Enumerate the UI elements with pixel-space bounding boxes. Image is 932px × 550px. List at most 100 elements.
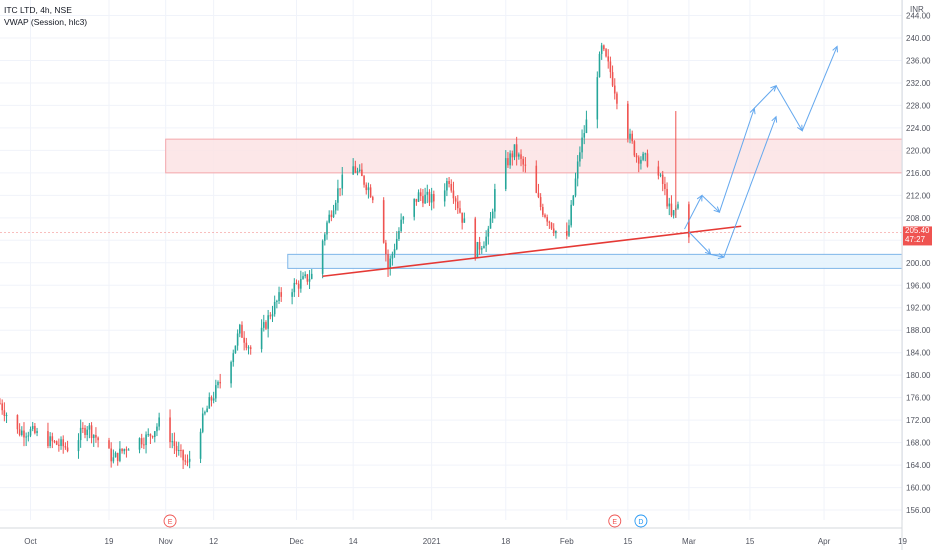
projection-arrow-segment — [701, 194, 720, 213]
candle-body — [326, 222, 328, 235]
x-tick-label: 15 — [745, 537, 754, 546]
candle-body — [66, 447, 69, 452]
earnings-event-label: E — [612, 519, 617, 526]
candle-body — [633, 141, 636, 156]
candle-body — [570, 204, 572, 226]
candle-body — [546, 217, 548, 222]
candle-body — [321, 240, 324, 274]
y-tick-label: 188.00 — [906, 326, 931, 335]
candle-body — [422, 196, 424, 204]
candle-body — [356, 171, 359, 173]
x-tick-label: Feb — [560, 537, 574, 546]
candle-body — [339, 188, 341, 190]
candle-body — [308, 278, 311, 282]
candle-body — [457, 201, 459, 209]
candle-body — [60, 439, 62, 446]
candle-body — [206, 408, 208, 413]
candle-body — [114, 452, 117, 458]
candle-body — [611, 72, 614, 86]
candle-body — [55, 441, 58, 445]
candle-body — [400, 219, 402, 231]
candle-body — [310, 273, 313, 279]
candle-body — [491, 211, 494, 219]
x-tick-label: 2021 — [423, 537, 441, 546]
candle-body — [369, 187, 372, 198]
candle-body — [29, 429, 32, 436]
candle-body — [79, 427, 82, 441]
candle-body — [480, 248, 483, 250]
candle-body — [395, 238, 398, 250]
candle-body — [241, 324, 243, 338]
candle-body — [398, 230, 400, 239]
candle-body — [509, 153, 511, 166]
candle-body — [169, 417, 171, 443]
candle-body — [267, 315, 269, 329]
y-tick-label: 236.00 — [906, 56, 931, 65]
candle-body — [446, 181, 448, 191]
candle-body — [581, 137, 583, 153]
candle-body — [385, 242, 387, 255]
resistance-zone — [165, 138, 903, 174]
candle-body — [433, 194, 435, 202]
candle-body — [550, 222, 553, 229]
candle-body — [186, 461, 189, 463]
candle-body — [522, 158, 524, 165]
candle-body — [657, 166, 660, 176]
projection-arrow-segment — [684, 195, 703, 230]
candle-body — [217, 381, 219, 386]
candle-body — [332, 210, 335, 218]
candle-body — [489, 218, 492, 229]
indicator-label[interactable]: VWAP (Session, hlc3) — [4, 17, 88, 27]
candle-body — [415, 198, 418, 202]
candle-body — [352, 166, 354, 175]
candle-body — [596, 77, 599, 120]
candle-body — [291, 292, 293, 297]
candle-body — [201, 413, 204, 432]
candle-body — [402, 216, 405, 220]
candle-body — [504, 158, 507, 190]
x-tick-label: 19 — [898, 537, 907, 546]
candle-body — [297, 283, 300, 289]
candle-body — [276, 300, 278, 302]
candle-body — [424, 194, 426, 204]
dividend-event-marker — [634, 514, 648, 528]
x-tick-label: 12 — [209, 537, 218, 546]
candle-body — [670, 203, 673, 216]
candle-body — [300, 279, 302, 289]
candle-body — [452, 190, 455, 199]
candle-body — [511, 153, 514, 158]
candle-body — [371, 197, 374, 201]
drawings[interactable] — [0, 45, 902, 278]
chart-legend: ITC LTD, 4h, NSE VWAP (Session, hlc3) — [4, 4, 87, 28]
candle-body — [1, 403, 3, 411]
x-tick-label: Oct — [24, 537, 37, 546]
projection-arrow-segment — [718, 108, 755, 213]
candle-body — [278, 292, 280, 301]
candle-body — [640, 159, 642, 164]
symbol-title[interactable]: ITC LTD, 4h, NSE — [4, 5, 72, 15]
candle-body — [90, 425, 93, 439]
candle-body — [5, 415, 8, 417]
candle-body — [513, 144, 516, 158]
candle-body — [302, 276, 304, 280]
y-tick-label: 224.00 — [906, 124, 931, 133]
candle-body — [476, 242, 479, 259]
candle-body — [494, 189, 496, 212]
countdown-timer: 47:27 — [905, 235, 926, 245]
candle-body — [175, 445, 178, 451]
candle-body — [454, 198, 457, 202]
candle-body — [448, 181, 450, 184]
candle-body — [568, 225, 570, 236]
candle-body — [116, 452, 119, 461]
earnings-event-marker — [608, 514, 622, 528]
y-tick-label: 228.00 — [906, 101, 931, 110]
y-tick-label: 192.00 — [906, 304, 931, 313]
candle-body — [210, 397, 213, 401]
candle-body — [145, 434, 147, 446]
alt-projection-arrow-head — [771, 115, 778, 123]
candle-body — [666, 188, 668, 207]
